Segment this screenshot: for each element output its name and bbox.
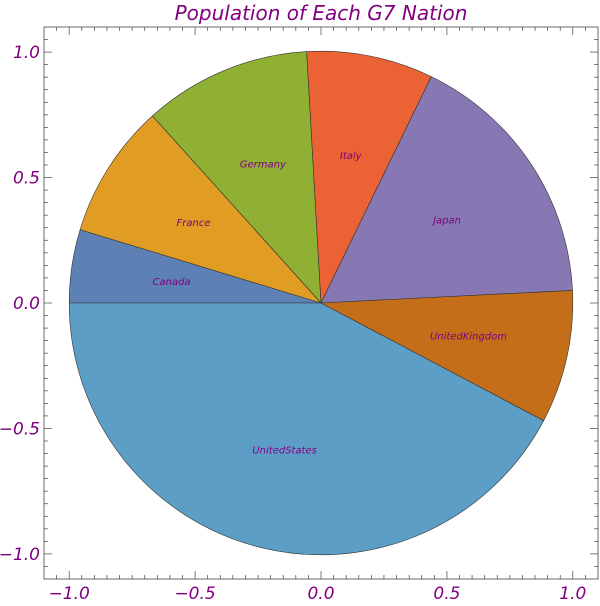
chart-title: Population of Each G7 Nation [175,1,468,25]
slice-label-unitedstates: UnitedStates [252,446,317,457]
slice-label-france: France [177,218,211,229]
axis-tick-labels: −1.0 −0.5 0.0 0.5 1.0 −1.0 −0.5 0.0 0.5 1.0 [0,43,586,604]
y-tick-label: −1.0 [0,545,40,565]
slice-label-japan: Japan [431,216,461,227]
y-tick-label: 0.0 [13,294,40,314]
slice-label-germany: Germany [240,160,287,171]
pie-slice-france [79,115,322,304]
x-tick-label: 0.0 [307,584,334,604]
slice-label-canada: Canada [153,277,191,288]
y-tick-label: 0.5 [13,169,40,189]
x-tick-label: −0.5 [174,584,215,604]
x-tick-label: −1.0 [49,584,90,604]
pie-slice-italy [306,50,432,305]
y-tick-label: −0.5 [0,419,40,439]
x-tick-label: 0.5 [433,584,460,604]
pie-slice-germany [152,51,322,304]
pie-slice-unitedkingdom [319,290,574,422]
axis-ticks [44,27,598,579]
pie-slices [68,50,574,556]
pie-slice-japan [320,76,573,304]
x-tick-label: 1.0 [559,584,586,604]
y-tick-label: 1.0 [13,43,40,63]
pie-slice-labels: Canada France Germany Italy Japan UnitedKingd… [153,151,508,457]
pie-slice-unitedstates [68,302,545,556]
slice-label-unitedkingdom: UnitedKingdom [430,332,507,343]
slice-label-italy: Italy [340,151,363,162]
